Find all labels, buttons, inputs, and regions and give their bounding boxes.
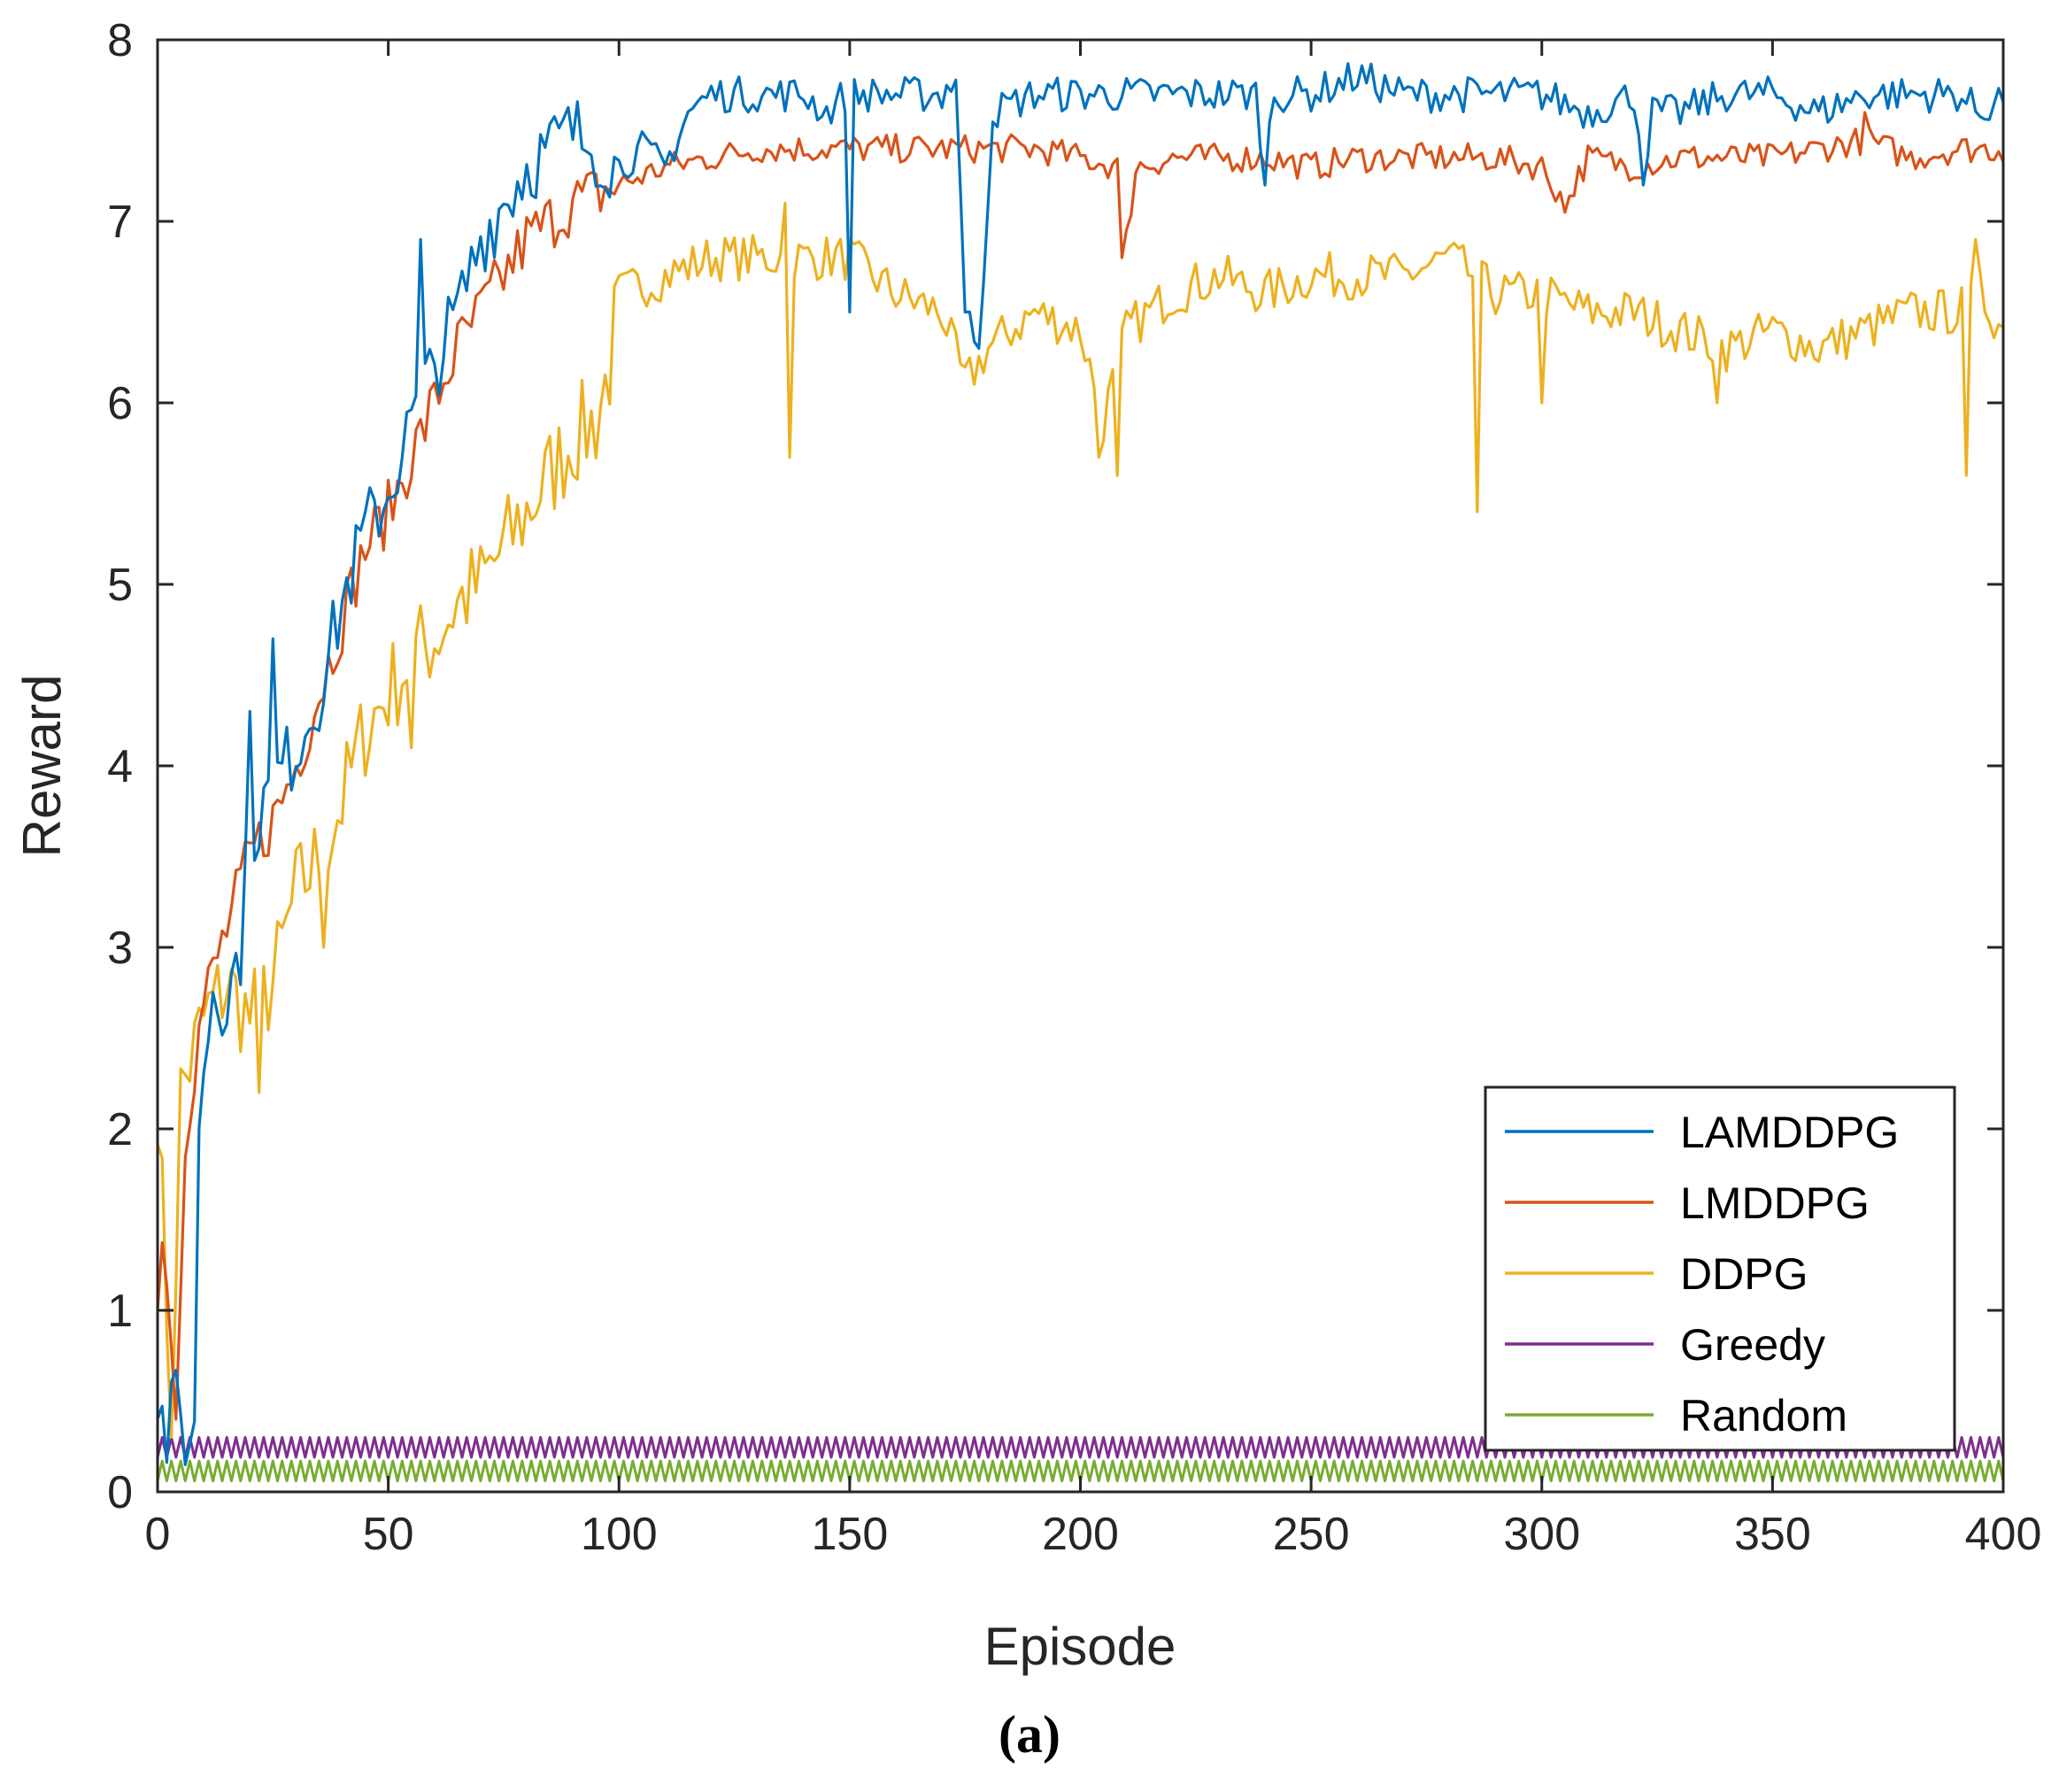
x-tick-label: 150 xyxy=(811,1509,888,1560)
legend-label-random: Random xyxy=(1680,1391,1847,1441)
tick-layer: 0 50 100 150 200 250 300 350 400 0 1 2 3 4 5 6 7 8 xyxy=(107,15,2041,1560)
figure-caption: (a) xyxy=(999,1705,1060,1764)
legend-label-ddpg: DDPG xyxy=(1680,1249,1808,1299)
series-line-lamddpg xyxy=(156,62,2005,1466)
series-line-lmddpg xyxy=(156,111,2005,1421)
legend[interactable]: LAMDDPG LMDDPG DDPG Greedy Random xyxy=(1484,1085,1956,1452)
y-tick-label: 4 xyxy=(107,741,133,792)
x-tick-label: 100 xyxy=(581,1509,658,1560)
y-tick-label: 1 xyxy=(107,1286,133,1337)
y-tick-label: 3 xyxy=(107,923,133,974)
y-axis-label: Reward xyxy=(12,675,72,858)
x-tick-label: 50 xyxy=(363,1509,414,1560)
x-tick-label: 350 xyxy=(1734,1509,1811,1560)
legend-label-lamddpg: LAMDDPG xyxy=(1680,1108,1899,1157)
y-tick-label: 6 xyxy=(107,378,133,429)
y-tick-label: 5 xyxy=(107,560,133,611)
y-tick-label: 8 xyxy=(107,15,133,66)
series-layer xyxy=(156,62,2005,1483)
series-line-ddpg xyxy=(156,201,2004,1440)
x-tick-label: 400 xyxy=(1965,1509,2042,1560)
legend-label-lmddpg: LMDDPG xyxy=(1680,1178,1870,1228)
x-tick-label: 0 xyxy=(145,1509,171,1560)
legend-box xyxy=(1484,1085,1956,1452)
y-tick-label: 2 xyxy=(107,1104,133,1155)
y-tick-label: 7 xyxy=(107,197,133,248)
x-tick-label: 200 xyxy=(1042,1509,1119,1560)
reward-chart: 0 50 100 150 200 250 300 350 400 0 1 2 3 4 5 6 7 8 Episod… xyxy=(12,15,2041,1676)
x-axis-label: Episode xyxy=(984,1617,1176,1676)
legend-label-greedy: Greedy xyxy=(1680,1320,1825,1370)
x-tick-label: 250 xyxy=(1273,1509,1350,1560)
x-tick-label: 300 xyxy=(1503,1509,1580,1560)
y-tick-label: 0 xyxy=(107,1467,133,1518)
